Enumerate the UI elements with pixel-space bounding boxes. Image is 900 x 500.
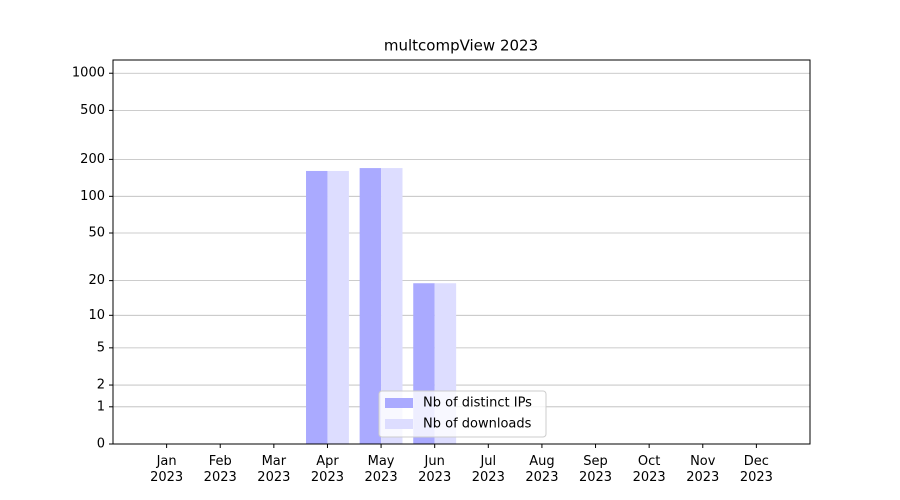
y-tick-label: 50 [88, 225, 105, 240]
x-tick-label: Sep 2023 [579, 454, 612, 485]
x-tick-label: Oct 2023 [633, 454, 666, 485]
x-tick-label: Feb 2023 [204, 454, 237, 485]
chart-title: multcompView 2023 [384, 37, 538, 55]
x-tick-label: Jan 2023 [150, 454, 183, 485]
y-tick-label: 500 [80, 103, 105, 118]
y-tick-label: 100 [80, 189, 105, 204]
plot-frame [112, 59, 811, 445]
x-tick-label: Dec 2023 [740, 454, 773, 485]
x-tick-label: Apr 2023 [311, 454, 344, 485]
legend-label: Nb of downloads [423, 417, 532, 432]
legend-swatch [385, 419, 413, 429]
x-tick-label: Jul 2023 [472, 454, 505, 485]
bar [381, 168, 403, 445]
legend-label: Nb of distinct IPs [423, 396, 532, 411]
bar [306, 170, 328, 444]
x-tick-label: Nov 2023 [686, 454, 719, 485]
y-tick-label: 1000 [72, 66, 105, 81]
y-tick-label: 5 [97, 340, 105, 355]
y-tick-label: 2 [97, 378, 105, 393]
x-tick-label: Jun 2023 [418, 454, 451, 485]
y-tick-label: 20 [88, 273, 105, 288]
bar [359, 168, 382, 445]
legend-swatch [385, 398, 413, 408]
x-tick-label: Mar 2023 [257, 454, 290, 485]
legend-box [378, 390, 547, 438]
y-tick-label: 200 [80, 152, 105, 167]
x-tick-label: May 2023 [365, 454, 398, 485]
y-tick-label: 0 [97, 437, 105, 452]
x-tick-label: Aug 2023 [525, 454, 558, 485]
y-tick-label: 1 [97, 399, 105, 414]
bar [327, 170, 349, 444]
y-tick-label: 10 [88, 308, 105, 323]
